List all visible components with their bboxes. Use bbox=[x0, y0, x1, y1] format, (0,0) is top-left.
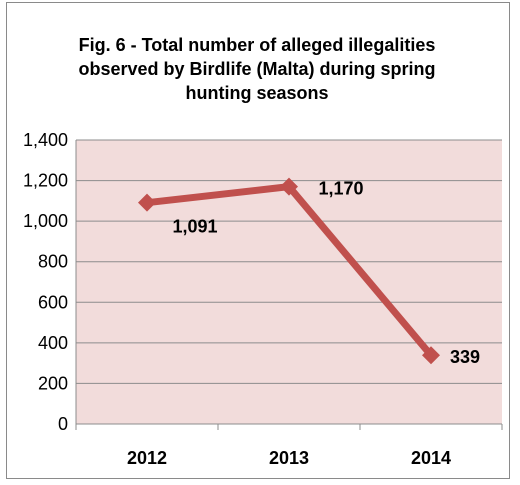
data-point-marker bbox=[138, 193, 156, 212]
data-point-marker bbox=[280, 177, 298, 196]
y-tick-label: 1,000 bbox=[23, 211, 68, 231]
y-tick-label: 800 bbox=[38, 252, 68, 272]
data-point-marker bbox=[422, 346, 440, 365]
data-label: 1,091 bbox=[172, 217, 217, 237]
y-tick-label: 400 bbox=[38, 333, 68, 353]
x-tick-label: 2014 bbox=[411, 448, 451, 468]
y-tick-label: 600 bbox=[38, 292, 68, 312]
y-tick-label: 0 bbox=[58, 414, 68, 434]
y-tick-label: 1,400 bbox=[23, 130, 68, 150]
data-label: 339 bbox=[450, 347, 480, 367]
data-label: 1,170 bbox=[318, 179, 363, 199]
x-tick-label: 2012 bbox=[127, 448, 167, 468]
chart-title: Fig. 6 - Total number of alleged illegal… bbox=[78, 35, 436, 103]
y-tick-label: 200 bbox=[38, 373, 68, 393]
x-tick-label: 2013 bbox=[269, 448, 309, 468]
y-tick-label: 1,200 bbox=[23, 171, 68, 191]
